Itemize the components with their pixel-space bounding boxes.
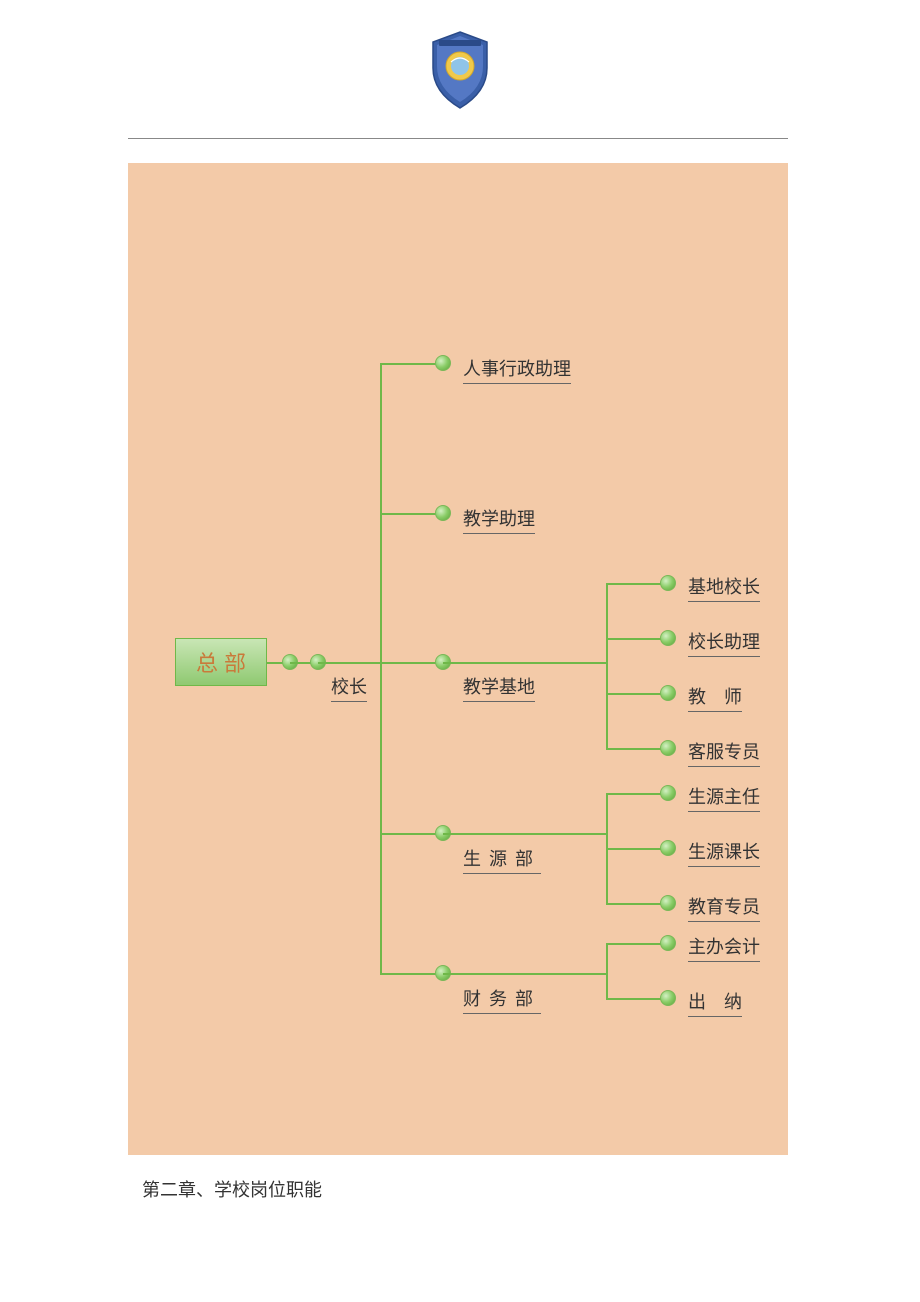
level3-label-2-1: 校长助理 (688, 628, 760, 657)
shield-logo-icon (425, 30, 495, 110)
chapter-title: 第二章、学校岗位职能 (142, 1176, 322, 1202)
level3-node-dot-2-2 (660, 685, 676, 701)
level3-label-2-3: 客服专员 (688, 738, 760, 767)
level3-label-3-0: 生源主任 (688, 783, 760, 812)
level3-label-4-1: 出 纳 (688, 988, 742, 1017)
level2-label-0: 人事行政助理 (463, 355, 571, 384)
level3-node-dot-4-1 (660, 990, 676, 1006)
level2-label-4: 财务部 (463, 985, 541, 1014)
level3-node-dot-4-0 (660, 935, 676, 951)
org-chart-diagram: 总部校长 人事行政助理教学助理教学基地生源部财务部 基地校长校长助理教 师客服专员生… (128, 163, 788, 1155)
level3-label-2-0: 基地校长 (688, 573, 760, 602)
level3-node-dot-2-0 (660, 575, 676, 591)
level3-node-dot-2-1 (660, 630, 676, 646)
level3-node-dot-3-0 (660, 785, 676, 801)
level3-label-4-0: 主办会计 (688, 933, 760, 962)
level2-node-dot-1 (435, 505, 451, 521)
level2-node-dot-0 (435, 355, 451, 371)
header-divider (128, 138, 788, 139)
level3-label-2-2: 教 师 (688, 683, 742, 712)
page-header (0, 0, 920, 140)
level2-label-2: 教学基地 (463, 673, 535, 702)
level3-label-3-2: 教育专员 (688, 893, 760, 922)
level3-node-dot-2-3 (660, 740, 676, 756)
level3-node-dot-3-2 (660, 895, 676, 911)
level3-node-dot-3-1 (660, 840, 676, 856)
level2-label-1: 教学助理 (463, 505, 535, 534)
level2-label-3: 生源部 (463, 845, 541, 874)
level3-label-3-1: 生源课长 (688, 838, 760, 867)
level1-label: 校长 (331, 673, 367, 702)
root-node-box: 总部 (175, 638, 267, 686)
